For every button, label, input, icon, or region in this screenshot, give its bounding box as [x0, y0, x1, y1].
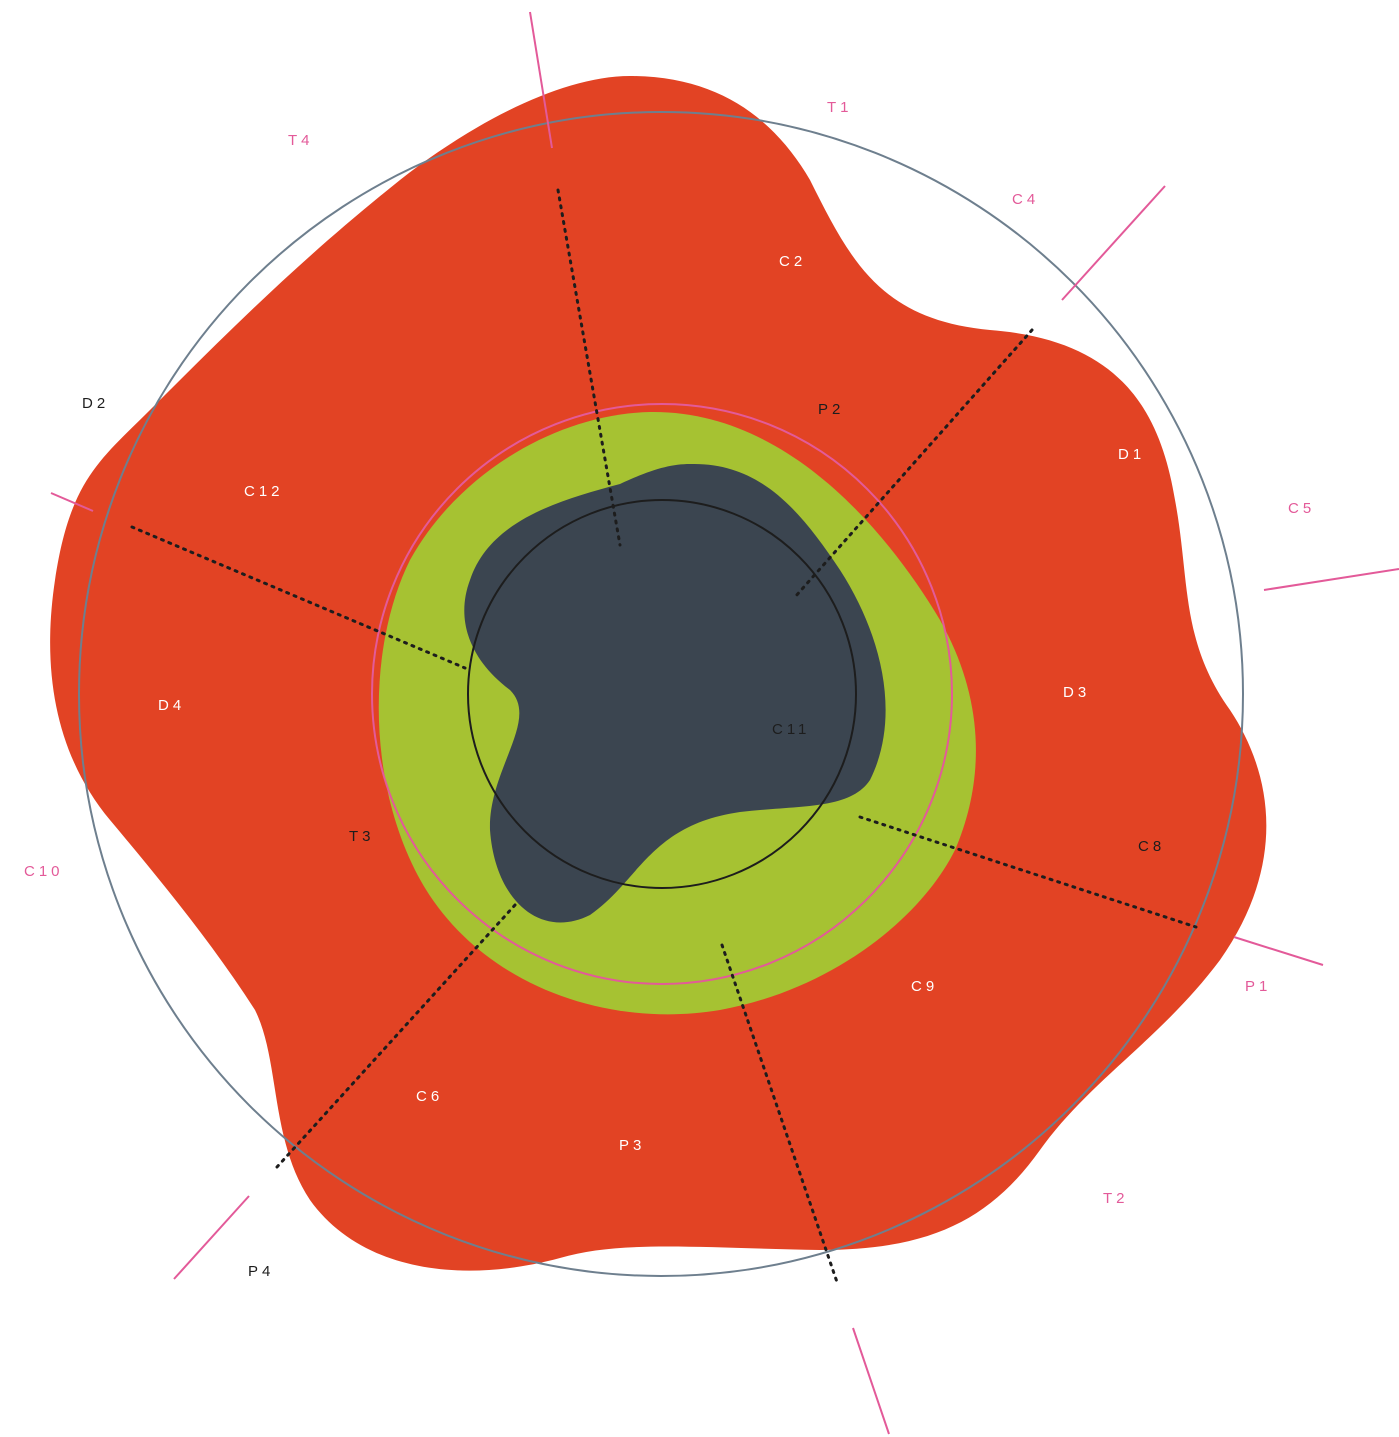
- labels: T1 T4 C4 C2 D2 P2 D1 C12 C5 D3 D4 C11 T3…: [24, 99, 1315, 1280]
- label-p2: P2: [818, 401, 844, 418]
- label-p4: P4: [248, 1263, 274, 1280]
- outer-circle: [78, 111, 1244, 1277]
- label-c11: C11: [772, 721, 810, 738]
- pink-tick-top: [529, 11, 553, 149]
- label-t1: T1: [827, 99, 853, 116]
- pink-circle: [371, 403, 953, 985]
- label-c8: C8: [1138, 838, 1165, 855]
- label-d1: D1: [1118, 446, 1145, 463]
- inner-dark-region: [464, 463, 886, 923]
- dotted-radius-lower-left: [275, 903, 517, 1169]
- label-c9: C9: [911, 978, 938, 995]
- label-t4: T4: [288, 132, 314, 149]
- pink-ticks: [50, 11, 1399, 1435]
- dotted-radii: [130, 188, 1198, 1287]
- dotted-radius-right: [858, 815, 1198, 929]
- label-c4: C4: [1012, 191, 1039, 208]
- label-c5: C5: [1288, 500, 1315, 517]
- dotted-radius-upper-right: [793, 328, 1034, 599]
- pink-tick-upper-right: [1061, 185, 1166, 301]
- pink-tick-left: [50, 492, 94, 512]
- label-t3: T3: [349, 828, 375, 845]
- label-t2: T2: [1103, 1190, 1129, 1207]
- inner-circle: [467, 499, 857, 889]
- label-p1: P1: [1245, 978, 1271, 995]
- label-p3: P3: [619, 1137, 645, 1154]
- label-c10: C10: [24, 863, 64, 880]
- label-d4: D4: [158, 697, 185, 714]
- label-c6: C6: [416, 1088, 443, 1105]
- pink-tick-bottom: [852, 1327, 890, 1435]
- pink-tick-lower-right: [1233, 936, 1324, 966]
- pink-tick-lower-left: [173, 1195, 250, 1280]
- label-d3: D3: [1063, 684, 1090, 701]
- pink-tick-right: [1263, 568, 1399, 591]
- label-c2: C2: [779, 253, 806, 270]
- label-d2: D2: [82, 395, 109, 412]
- dotted-radius-bottom: [720, 943, 840, 1287]
- label-c12: C12: [244, 483, 284, 500]
